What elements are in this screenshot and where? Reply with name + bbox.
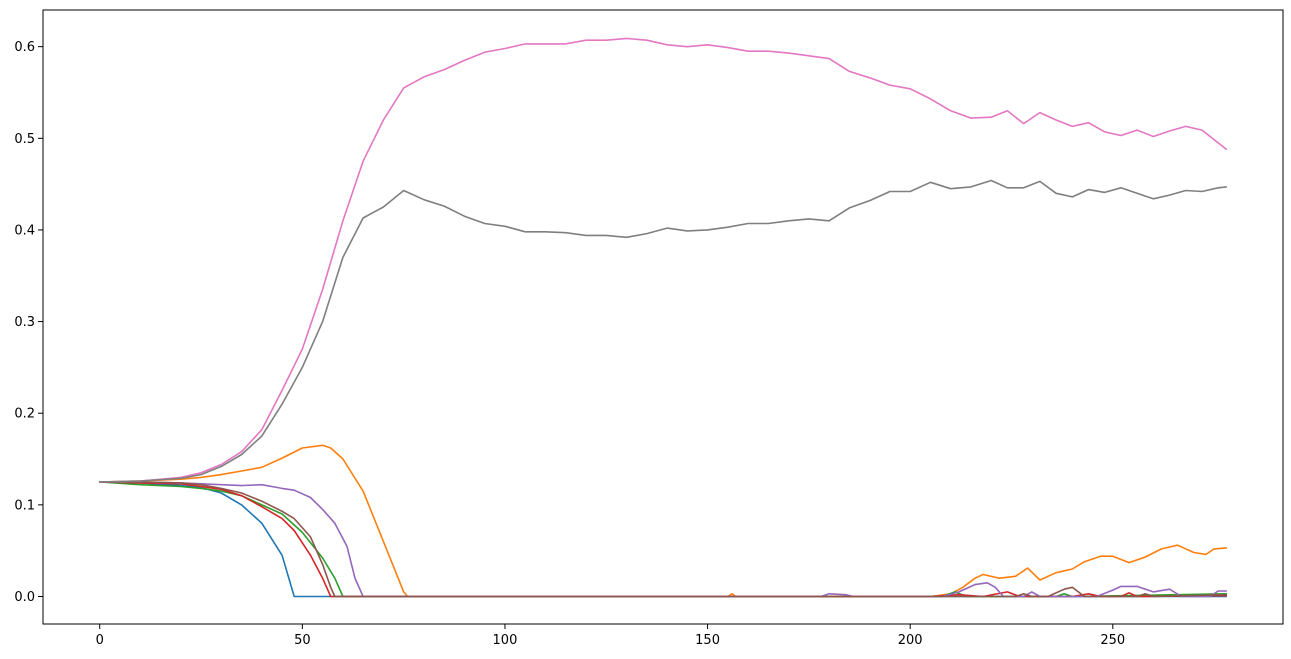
x-tick-label: 100 (493, 633, 518, 648)
y-tick-label: 0.3 (14, 315, 35, 330)
plot-frame (42, 9, 1284, 625)
x-tick-label: 0 (96, 633, 104, 648)
x-tick-label: 50 (294, 633, 311, 648)
series-line-8 (98, 179, 1228, 483)
y-tick-label: 0.2 (14, 407, 35, 422)
x-tick-label: 150 (695, 633, 720, 648)
y-tick-label: 0.6 (14, 40, 35, 55)
y-tick-label: 0.0 (14, 590, 35, 605)
y-tick-label: 0.1 (14, 498, 35, 513)
x-tick-label: 200 (898, 633, 923, 648)
y-tick-label: 0.4 (14, 223, 35, 238)
series-line-6 (98, 481, 1228, 598)
y-axis: 0.0 0.1 0.2 0.3 0.4 0.5 0.6 (14, 40, 43, 605)
x-tick-label: 250 (1100, 633, 1125, 648)
series-layer (98, 37, 1228, 598)
series-line-1 (98, 481, 1228, 598)
series-line-7 (98, 37, 1228, 483)
y-tick-label: 0.5 (14, 132, 35, 147)
x-axis: 0 50 100 150 200 250 (96, 624, 1125, 648)
